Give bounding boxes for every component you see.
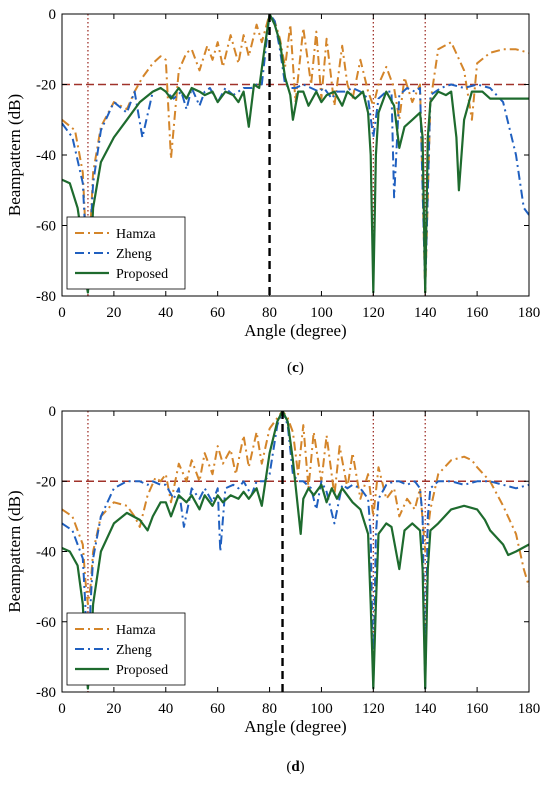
y-tick-label: -40 [36, 545, 56, 561]
series-line-proposed [62, 14, 529, 294]
y-tick-label: -20 [36, 474, 56, 490]
x-tick-label: 0 [58, 305, 66, 321]
legend-label: Zheng [116, 643, 152, 658]
x-tick-label: 160 [466, 701, 489, 717]
y-tick-label: 0 [49, 7, 57, 23]
x-tick-label: 60 [210, 701, 225, 717]
caption-letter: c [292, 360, 299, 376]
x-axis-label: Angle (degree) [244, 717, 346, 736]
y-tick-label: -40 [36, 148, 56, 164]
x-tick-label: 40 [158, 701, 173, 717]
y-tick-label: 0 [49, 404, 57, 420]
x-tick-label: 180 [518, 701, 541, 717]
x-tick-label: 100 [310, 305, 333, 321]
legend-label: Hamza [116, 623, 156, 638]
y-axis-label: Beampattern (dB) [5, 490, 24, 612]
series-line-zheng [62, 411, 529, 690]
x-tick-label: 120 [362, 701, 385, 717]
legend: Hamza Zheng Proposed [66, 216, 186, 290]
x-tick-label: 80 [262, 305, 277, 321]
plot-content [62, 411, 529, 692]
y-tick-label: -60 [36, 615, 56, 631]
x-tick-label: 20 [106, 305, 121, 321]
x-tick-label: 140 [414, 305, 437, 321]
x-tick-label: 120 [362, 305, 385, 321]
plot-content [62, 14, 529, 296]
legend-box [66, 612, 186, 686]
panel-caption: (c) [287, 360, 304, 376]
y-tick-label: -20 [36, 78, 56, 94]
caption-letter: d [291, 759, 300, 775]
x-tick-label: 80 [262, 701, 277, 717]
series-line-proposed [62, 411, 529, 690]
x-tick-label: 60 [210, 305, 225, 321]
caption-paren: ) [299, 360, 304, 376]
legend-label: Proposed [116, 663, 168, 678]
chart-panel-2: 0 20 40 60 80 100 120 140 160 180 0 -20 -40 -60 -80 Ang… [5, 404, 540, 775]
legend-box [66, 216, 186, 290]
legend-label: Hamza [116, 227, 156, 242]
x-tick-label: 160 [466, 305, 489, 321]
y-tick-label: -60 [36, 219, 56, 235]
x-tick-label: 100 [310, 701, 333, 717]
caption-paren: ) [300, 759, 305, 775]
x-tick-label: 40 [158, 305, 173, 321]
y-axis-label: Beampattern (dB) [5, 94, 24, 216]
x-axis-label: Angle (degree) [244, 321, 346, 340]
x-tick-label: 140 [414, 701, 437, 717]
y-tick-label: -80 [36, 289, 56, 305]
legend: Hamza Zheng Proposed [66, 612, 186, 686]
legend-label: Zheng [116, 247, 152, 262]
x-tick-label: 180 [518, 305, 541, 321]
chart-panel-1: 0 20 40 60 80 100 120 140 160 180 0 -20 -40 -60 -80 Ang… [5, 7, 540, 376]
x-tick-label: 20 [106, 701, 121, 717]
caption-paren: ( [287, 360, 292, 376]
panel-caption: (d) [286, 759, 304, 775]
legend-label: Proposed [116, 267, 168, 282]
caption-paren: ( [286, 759, 291, 775]
y-tick-label: -80 [36, 685, 56, 701]
x-tick-label: 0 [58, 701, 66, 717]
